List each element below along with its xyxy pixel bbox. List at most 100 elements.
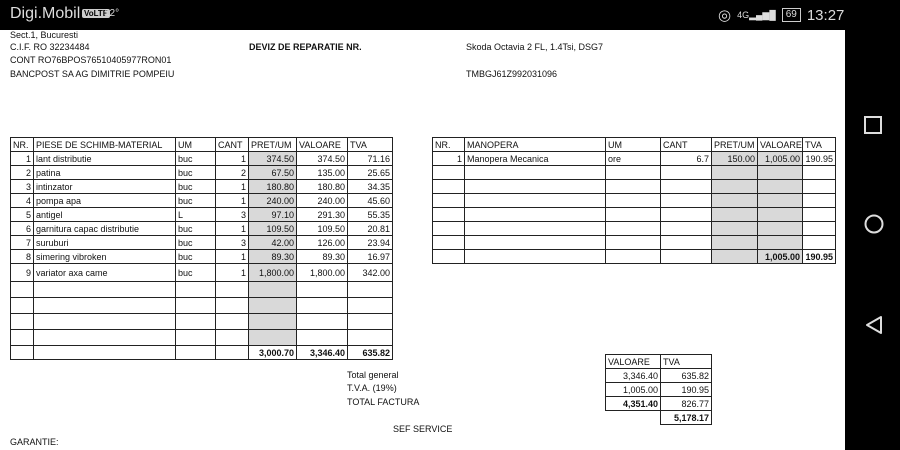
status-bar: Digi.Mobil VoLTE 12° ◎ 4G▂▄▆█ 69 13:27 [0,0,900,30]
empty-cell [347,313,393,330]
empty-cell [175,329,216,346]
empty-cell [464,165,606,180]
table-cell: 109.50 [296,221,348,236]
empty-cell [33,345,176,360]
table-cell: 6.7 [660,151,712,166]
empty-cell [605,165,661,180]
empty-cell [248,297,297,314]
column-header: PIESE DE SCHIMB-MATERIAL [33,137,176,152]
table-cell: 1 [215,151,249,166]
column-header: VALOARE [605,354,661,369]
empty-cell [605,193,661,208]
empty-row [432,221,836,236]
table-cell: 1 [215,263,249,282]
empty-cell [660,165,712,180]
empty-cell [432,207,465,222]
empty-cell [248,329,297,346]
column-header: UM [605,137,661,152]
empty-cell [296,297,348,314]
summary-value: 4,351.40 [605,396,661,411]
empty-cell [711,207,758,222]
table-cell: 1 [10,151,34,166]
empty-cell [711,193,758,208]
summary-tva: 826.77 [660,396,712,411]
signal-icon: 4G▂▄▆█ [737,9,776,20]
empty-cell [660,207,712,222]
table-cell: 135.00 [296,165,348,180]
table-cell: 1 [215,249,249,264]
table-cell: 126.00 [296,235,348,250]
recent-apps-icon[interactable] [864,116,882,134]
column-header: NR. [10,137,34,152]
empty-cell [432,249,465,264]
column-header: VALOARE [757,137,803,152]
table-cell: Manopera Mecanica [464,151,606,166]
empty-cell [802,165,836,180]
garantie: GARANTIE: [10,437,59,447]
empty-cell [605,207,661,222]
summary-value: 3,346.40 [605,368,661,383]
table-cell: 3 [215,235,249,250]
back-icon[interactable] [864,315,884,335]
table-cell: 7 [10,235,34,250]
bank-account: CONT RO76BPOS76510405977RON01 [10,55,172,65]
table-cell: 374.50 [296,151,348,166]
column-header: VALOARE [296,137,348,152]
empty-cell [215,297,249,314]
table-cell: 1 [215,221,249,236]
table-cell: 4 [10,193,34,208]
document-view[interactable]: Sect.1, Bucuresti C.I.F. RO 32234484 CON… [0,30,845,450]
table-cell: 67.50 [248,165,297,180]
empty-cell [464,207,606,222]
table-cell: 1,800.00 [248,263,297,282]
empty-cell [802,235,836,250]
temperature: 12° [104,8,120,19]
clock: 13:27 [806,6,845,24]
network-type: 4G [737,9,750,20]
empty-cell [33,297,176,314]
total-cell: 635.82 [347,345,393,360]
table-cell: 97.10 [248,207,297,222]
table-cell: 8 [10,249,34,264]
volte-icon: VoLTE [82,9,111,18]
hotspot-icon: ◎ [718,7,732,24]
home-icon[interactable] [864,214,884,234]
empty-cell [802,221,836,236]
car-model: Skoda Octavia 2 FL, 1.4Tsi, DSG7 [466,42,604,52]
header-row: NR. MANOPERA UM CANT PRET/UM VALOARE TVA [432,137,836,152]
empty-cell [175,297,216,314]
vin: TMBGJ61Z992031096 [466,69,558,79]
empty-cell [711,235,758,250]
empty-row [432,193,836,208]
table-cell: 1,800.00 [296,263,348,282]
empty-cell [464,235,606,250]
grand-total-row: 5,178.17 [605,410,712,425]
labor-table: NR. MANOPERA UM CANT PRET/UM VALOARE TVA 1 Manop… [432,137,836,264]
empty-row [432,165,836,180]
empty-cell [10,281,34,298]
summary-row: 3,346.40 635.82 [605,368,712,383]
empty-cell [757,165,803,180]
empty-cell [464,221,606,236]
empty-cell [432,235,465,250]
label-tva: T.V.A. (19%) [347,383,397,393]
summary-value: 1,005.00 [605,382,661,397]
table-cell: 109.50 [248,221,297,236]
table-cell: 190.95 [802,151,836,166]
empty-cell [215,313,249,330]
table-row: 1 Manopera Mecanica ore 6.7 150.00 1,005.00 19… [432,151,836,166]
empty-cell [464,193,606,208]
empty-cell [432,165,465,180]
column-header: TVA [660,354,712,369]
empty-cell [711,249,758,264]
empty-cell [660,179,712,194]
empty-cell [802,179,836,194]
empty-cell [711,179,758,194]
table-cell: 55.35 [347,207,393,222]
table-cell: antigel [33,207,176,222]
empty-cell [10,329,34,346]
empty-cell [432,221,465,236]
empty-row [10,281,393,298]
total-cell: 3,346.40 [296,345,348,360]
table-cell: 1 [215,179,249,194]
